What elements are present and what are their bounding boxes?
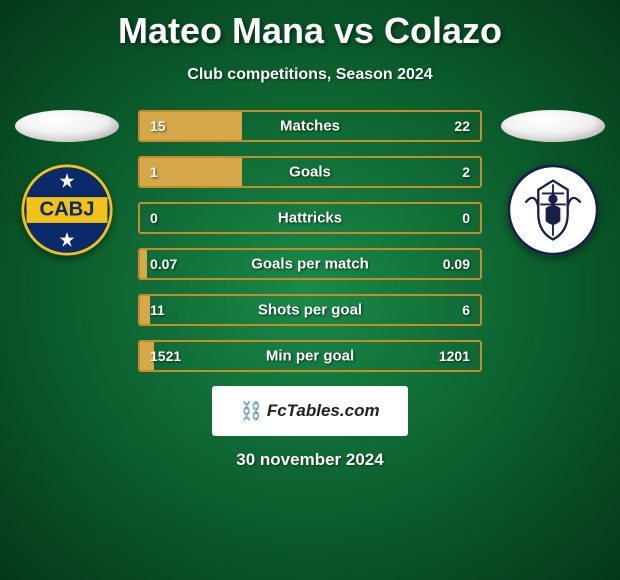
stat-label: Goals	[289, 164, 331, 181]
stat-bar: 11 Shots per goal 6	[138, 294, 482, 326]
date-label: 30 november 2024	[0, 450, 620, 470]
stat-value-left: 1	[150, 164, 158, 180]
stat-value-left: 0	[150, 210, 158, 226]
stat-label: Matches	[280, 118, 340, 135]
stat-bar-fill-left	[140, 250, 147, 278]
stat-bar: 1 Goals 2	[138, 156, 482, 188]
stat-label: Hattricks	[278, 210, 342, 227]
stat-bar: 1521 Min per goal 1201	[138, 340, 482, 372]
right-player-head-placeholder	[501, 110, 605, 142]
right-team-shield	[507, 164, 599, 256]
left-player-column: CABJ	[12, 110, 122, 256]
stat-bars-container: 15 Matches 22 1 Goals 2 0 Hattricks 0 0.07 Goals p…	[138, 110, 482, 372]
stat-value-left: 1521	[150, 348, 181, 364]
stat-value-left: 15	[150, 118, 166, 134]
stat-value-left: 0.07	[150, 256, 177, 272]
watermark-icon: ⛓️	[240, 401, 262, 422]
stat-value-right: 6	[462, 302, 470, 318]
boca-logo-icon: CABJ	[21, 164, 113, 256]
svg-text:CABJ: CABJ	[39, 199, 94, 221]
stat-value-right: 2	[462, 164, 470, 180]
watermark-text: FcTables.com	[267, 401, 380, 421]
watermark-badge: ⛓️ FcTables.com	[212, 386, 408, 436]
right-player-column	[498, 110, 608, 256]
stat-value-right: 0.09	[443, 256, 470, 272]
stat-bar-fill-left	[140, 296, 150, 324]
page-title: Mateo Mana vs Colazo	[0, 0, 620, 52]
subtitle: Club competitions, Season 2024	[0, 66, 620, 84]
stat-value-right: 0	[462, 210, 470, 226]
stat-value-right: 22	[454, 118, 470, 134]
stat-bar: 0 Hattricks 0	[138, 202, 482, 234]
left-team-shield: CABJ	[21, 164, 113, 256]
stat-bar: 0.07 Goals per match 0.09	[138, 248, 482, 280]
stat-value-right: 1201	[439, 348, 470, 364]
stat-bar: 15 Matches 22	[138, 110, 482, 142]
stat-value-left: 11	[150, 302, 165, 318]
gimnasia-logo-icon	[507, 164, 599, 256]
left-player-head-placeholder	[15, 110, 119, 142]
stat-label: Goals per match	[251, 256, 369, 273]
stat-label: Min per goal	[266, 348, 354, 365]
stat-label: Shots per goal	[258, 302, 362, 319]
comparison-panel: CABJ 15 Matches 22 1 Goals 2 0 Hattricks 0 0.07 Go…	[0, 110, 620, 372]
